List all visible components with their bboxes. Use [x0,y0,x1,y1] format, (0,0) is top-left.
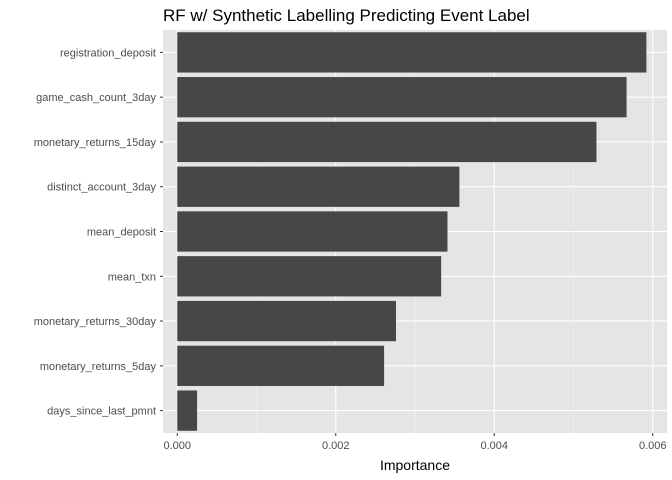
y-tick-label: game_cash_count_3day [36,92,156,104]
x-tick-label: 0.004 [480,440,508,452]
y-tick-label: days_since_last_pmnt [47,406,156,418]
bar-mean-deposit [177,211,448,252]
y-axis: registration_deposit game_cash_count_3day… [34,47,163,418]
x-axis-title: Importance [380,457,450,473]
bars [177,32,647,431]
bar-monetary-returns-30day [177,300,396,342]
bar-monetary-returns-15day [177,121,597,163]
y-tick-label: monetary_returns_30day [34,316,157,328]
bar-days-since-last-pmnt [177,390,198,431]
bar-monetary-returns-5day [177,345,385,386]
x-axis: 0.000 0.002 0.004 0.006 [163,433,667,452]
y-tick-label: distinct_account_3day [47,182,156,194]
bar-game-cash-count-3day [177,77,627,118]
y-tick-label: monetary_returns_15day [34,137,157,149]
bar-distinct-account-3day [177,166,460,207]
y-tick-label: registration_deposit [60,47,156,59]
y-tick-label: monetary_returns_5day [40,361,157,373]
bar-registration-deposit [177,32,647,73]
y-tick-label: mean_deposit [87,227,156,239]
x-tick-label: 0.002 [322,440,350,452]
bar-mean-txn [177,256,442,297]
y-tick-label: mean_txn [108,271,156,283]
x-tick-label: 0.000 [163,440,191,452]
x-tick-label: 0.006 [639,440,667,452]
chart-title: RF w/ Synthetic Labelling Predicting Eve… [163,6,530,25]
